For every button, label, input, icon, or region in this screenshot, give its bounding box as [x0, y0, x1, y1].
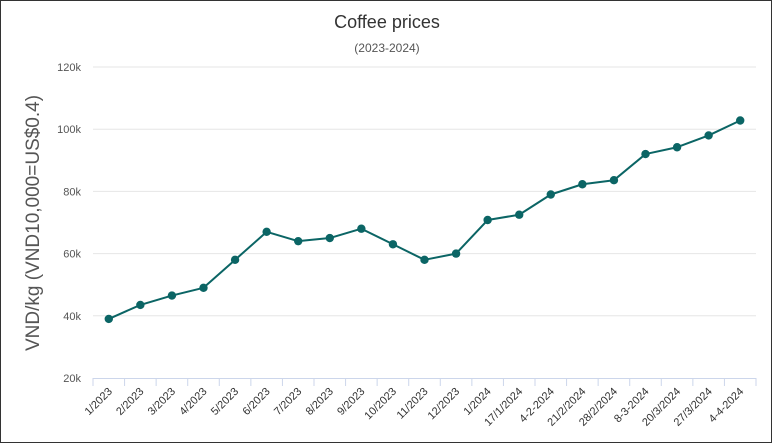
data-point[interactable] [199, 283, 208, 293]
data-point[interactable] [357, 224, 366, 233]
y-axis-ticks: 20k 40k 60k 80k 100k 120k [57, 62, 81, 385]
x-tick-label: 11/2023 [395, 386, 431, 422]
x-tick-label: 8/2023 [304, 386, 336, 418]
x-tick-label: 1/2023 [83, 386, 115, 418]
data-point[interactable] [483, 215, 492, 225]
x-tick-label: 10/2023 [362, 386, 399, 423]
x-tick-label: 7/2023 [272, 386, 304, 418]
x-tick-label: 6/2023 [240, 386, 272, 418]
y-tick-label: 60k [63, 249, 81, 261]
data-point[interactable] [641, 149, 650, 159]
y-tick-label: 20k [63, 373, 81, 385]
data-point[interactable] [230, 255, 240, 265]
data-point[interactable] [325, 233, 334, 243]
x-axis: 1/2023 2/2023 3/2023 4/2023 5/2023 6/2023 7/20… [83, 378, 757, 429]
data-point[interactable] [294, 236, 303, 246]
data-point[interactable] [546, 190, 555, 199]
x-tick-label: 4/2023 [177, 386, 209, 418]
data-point[interactable] [736, 116, 745, 125]
data-point[interactable] [704, 131, 713, 140]
data-point[interactable] [609, 176, 619, 185]
series-coffee-price [104, 116, 745, 324]
data-point[interactable] [451, 249, 461, 258]
data-point[interactable] [672, 143, 682, 152]
y-tick-label: 80k [63, 186, 81, 198]
chart-subtitle: (2023-2024) [354, 41, 419, 55]
gridlines [93, 66, 756, 317]
data-point[interactable] [167, 291, 177, 300]
data-point[interactable] [578, 180, 587, 189]
data-point[interactable] [104, 314, 113, 324]
x-tick-label: 4-4-2024 [707, 386, 747, 426]
x-tick-label: 5/2023 [209, 386, 241, 418]
x-tick-label: 12/2023 [426, 386, 463, 423]
chart-title: Coffee prices [334, 12, 440, 32]
x-tick-label: 2/2023 [114, 386, 146, 418]
y-axis-label: VND/kg (VND10,000=US$0.4) [23, 95, 44, 351]
y-tick-label: 40k [63, 311, 81, 323]
x-tick-label: 3/2023 [146, 386, 178, 418]
data-point[interactable] [388, 240, 398, 249]
data-point[interactable] [262, 227, 271, 237]
data-point[interactable] [136, 300, 145, 310]
data-point[interactable] [420, 255, 429, 265]
data-point[interactable] [515, 210, 524, 219]
y-tick-label: 120k [57, 62, 81, 74]
y-tick-label: 100k [57, 124, 81, 136]
